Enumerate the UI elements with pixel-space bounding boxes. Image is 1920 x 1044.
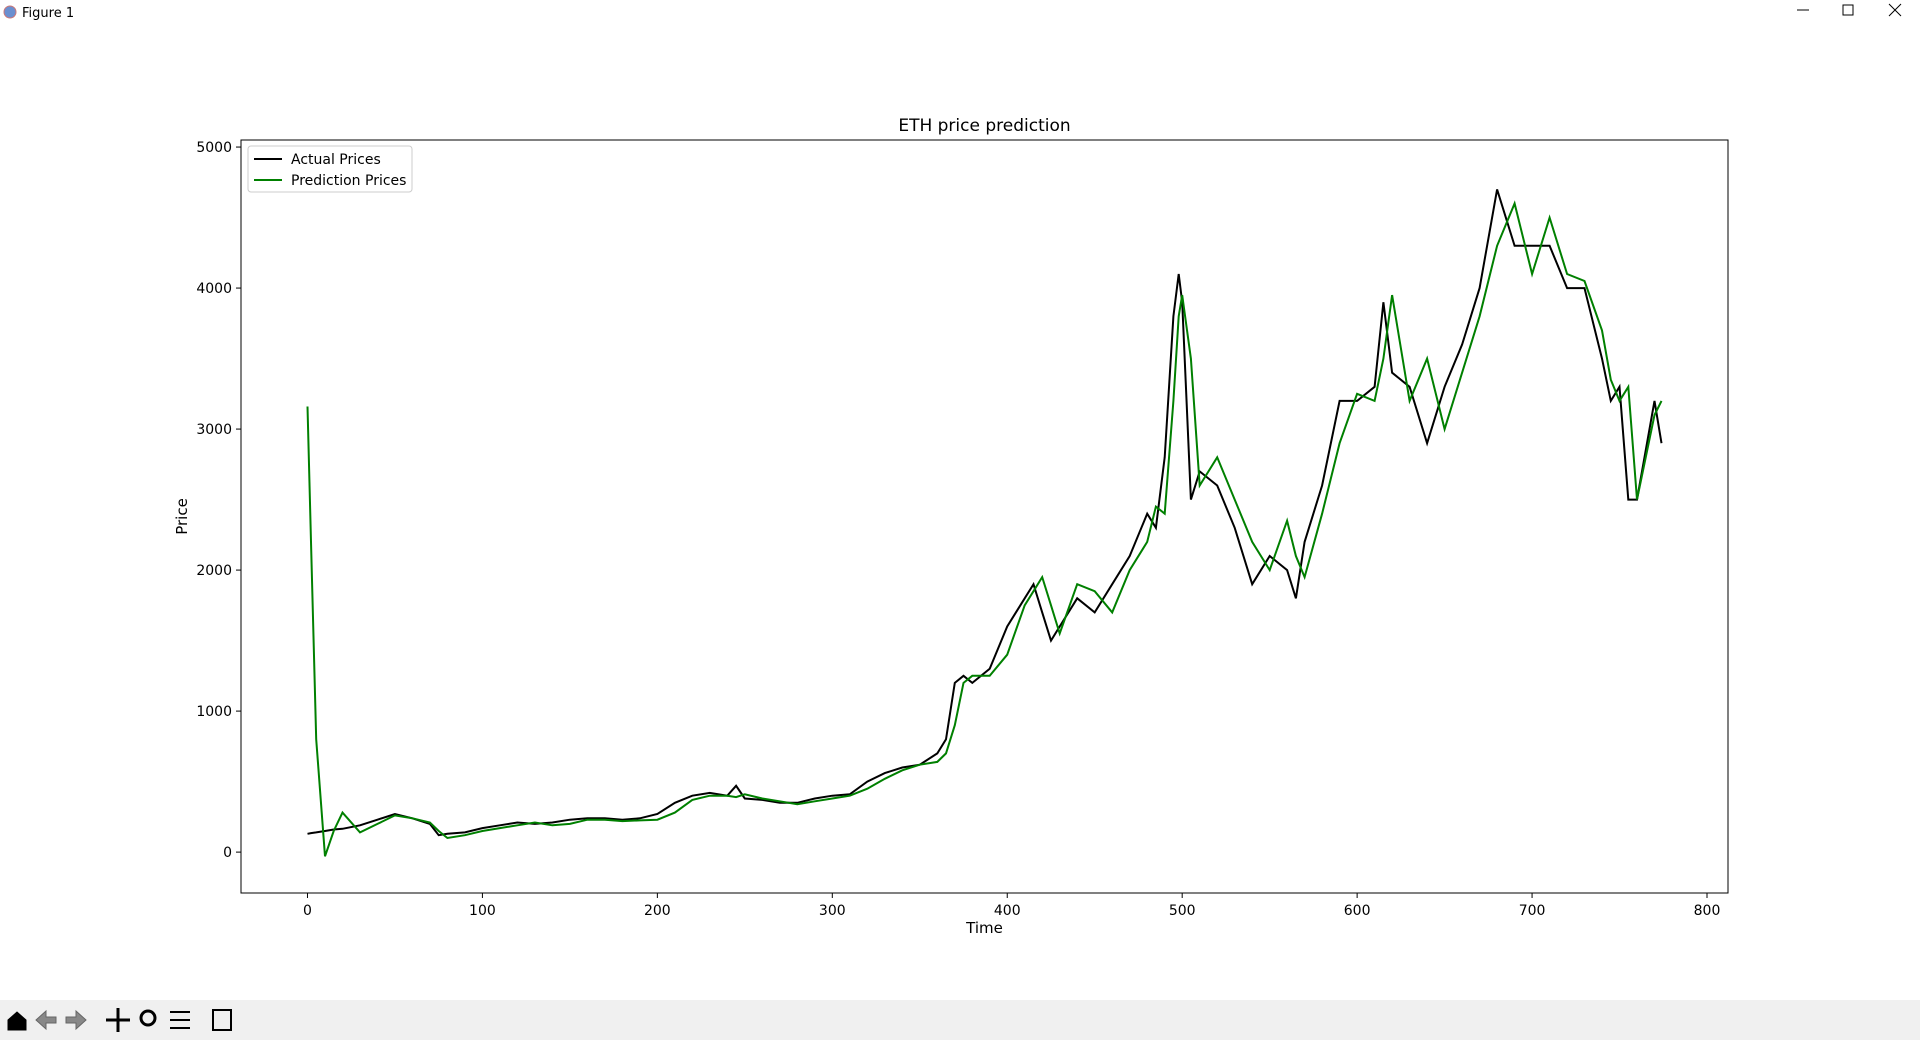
x-axis-label: Time xyxy=(965,919,1003,937)
title-bar xyxy=(0,0,1920,26)
y-tick-label: 4000 xyxy=(196,281,232,297)
home-button[interactable] xyxy=(7,1011,27,1031)
y-tick-label: 3000 xyxy=(196,422,232,438)
x-tick-label: 0 xyxy=(303,903,312,919)
x-tick-label: 800 xyxy=(1694,903,1721,919)
app-icon xyxy=(3,5,17,19)
zoom-button[interactable] xyxy=(139,1009,157,1027)
y-tick-label: 1000 xyxy=(196,704,232,720)
forward-button[interactable] xyxy=(65,1009,87,1031)
window-title: Figure 1 xyxy=(22,6,74,21)
close-button[interactable] xyxy=(1888,3,1902,17)
series-line xyxy=(306,200,1663,857)
series-line xyxy=(307,189,1663,837)
axes-frame xyxy=(240,139,1729,894)
legend-box xyxy=(247,145,413,193)
chart-title: ETH price prediction xyxy=(898,116,1070,136)
restore-button[interactable] xyxy=(1842,4,1854,16)
toolbar-icons xyxy=(7,1008,232,1032)
legend-label: Prediction Prices xyxy=(291,173,406,189)
x-tick-label: 200 xyxy=(644,903,671,919)
back-button[interactable] xyxy=(35,1009,57,1031)
toolbar xyxy=(0,1000,1920,1040)
y-tick-label: 2000 xyxy=(196,563,232,579)
x-tick-label: 700 xyxy=(1519,903,1546,919)
x-tick-label: 500 xyxy=(1169,903,1196,919)
configure-button[interactable] xyxy=(170,1011,190,1029)
x-tick-label: 400 xyxy=(994,903,1021,919)
y-tick-label: 0 xyxy=(223,845,232,861)
x-tick-label: 100 xyxy=(469,903,496,919)
save-button[interactable] xyxy=(212,1009,232,1031)
y-axis-label: Price xyxy=(173,498,191,535)
legend-label: Actual Prices xyxy=(291,152,381,168)
x-tick-label: 600 xyxy=(1344,903,1371,919)
x-tick-label: 300 xyxy=(819,903,846,919)
pan-button[interactable] xyxy=(106,1008,130,1032)
y-tick-label: 5000 xyxy=(196,140,232,156)
